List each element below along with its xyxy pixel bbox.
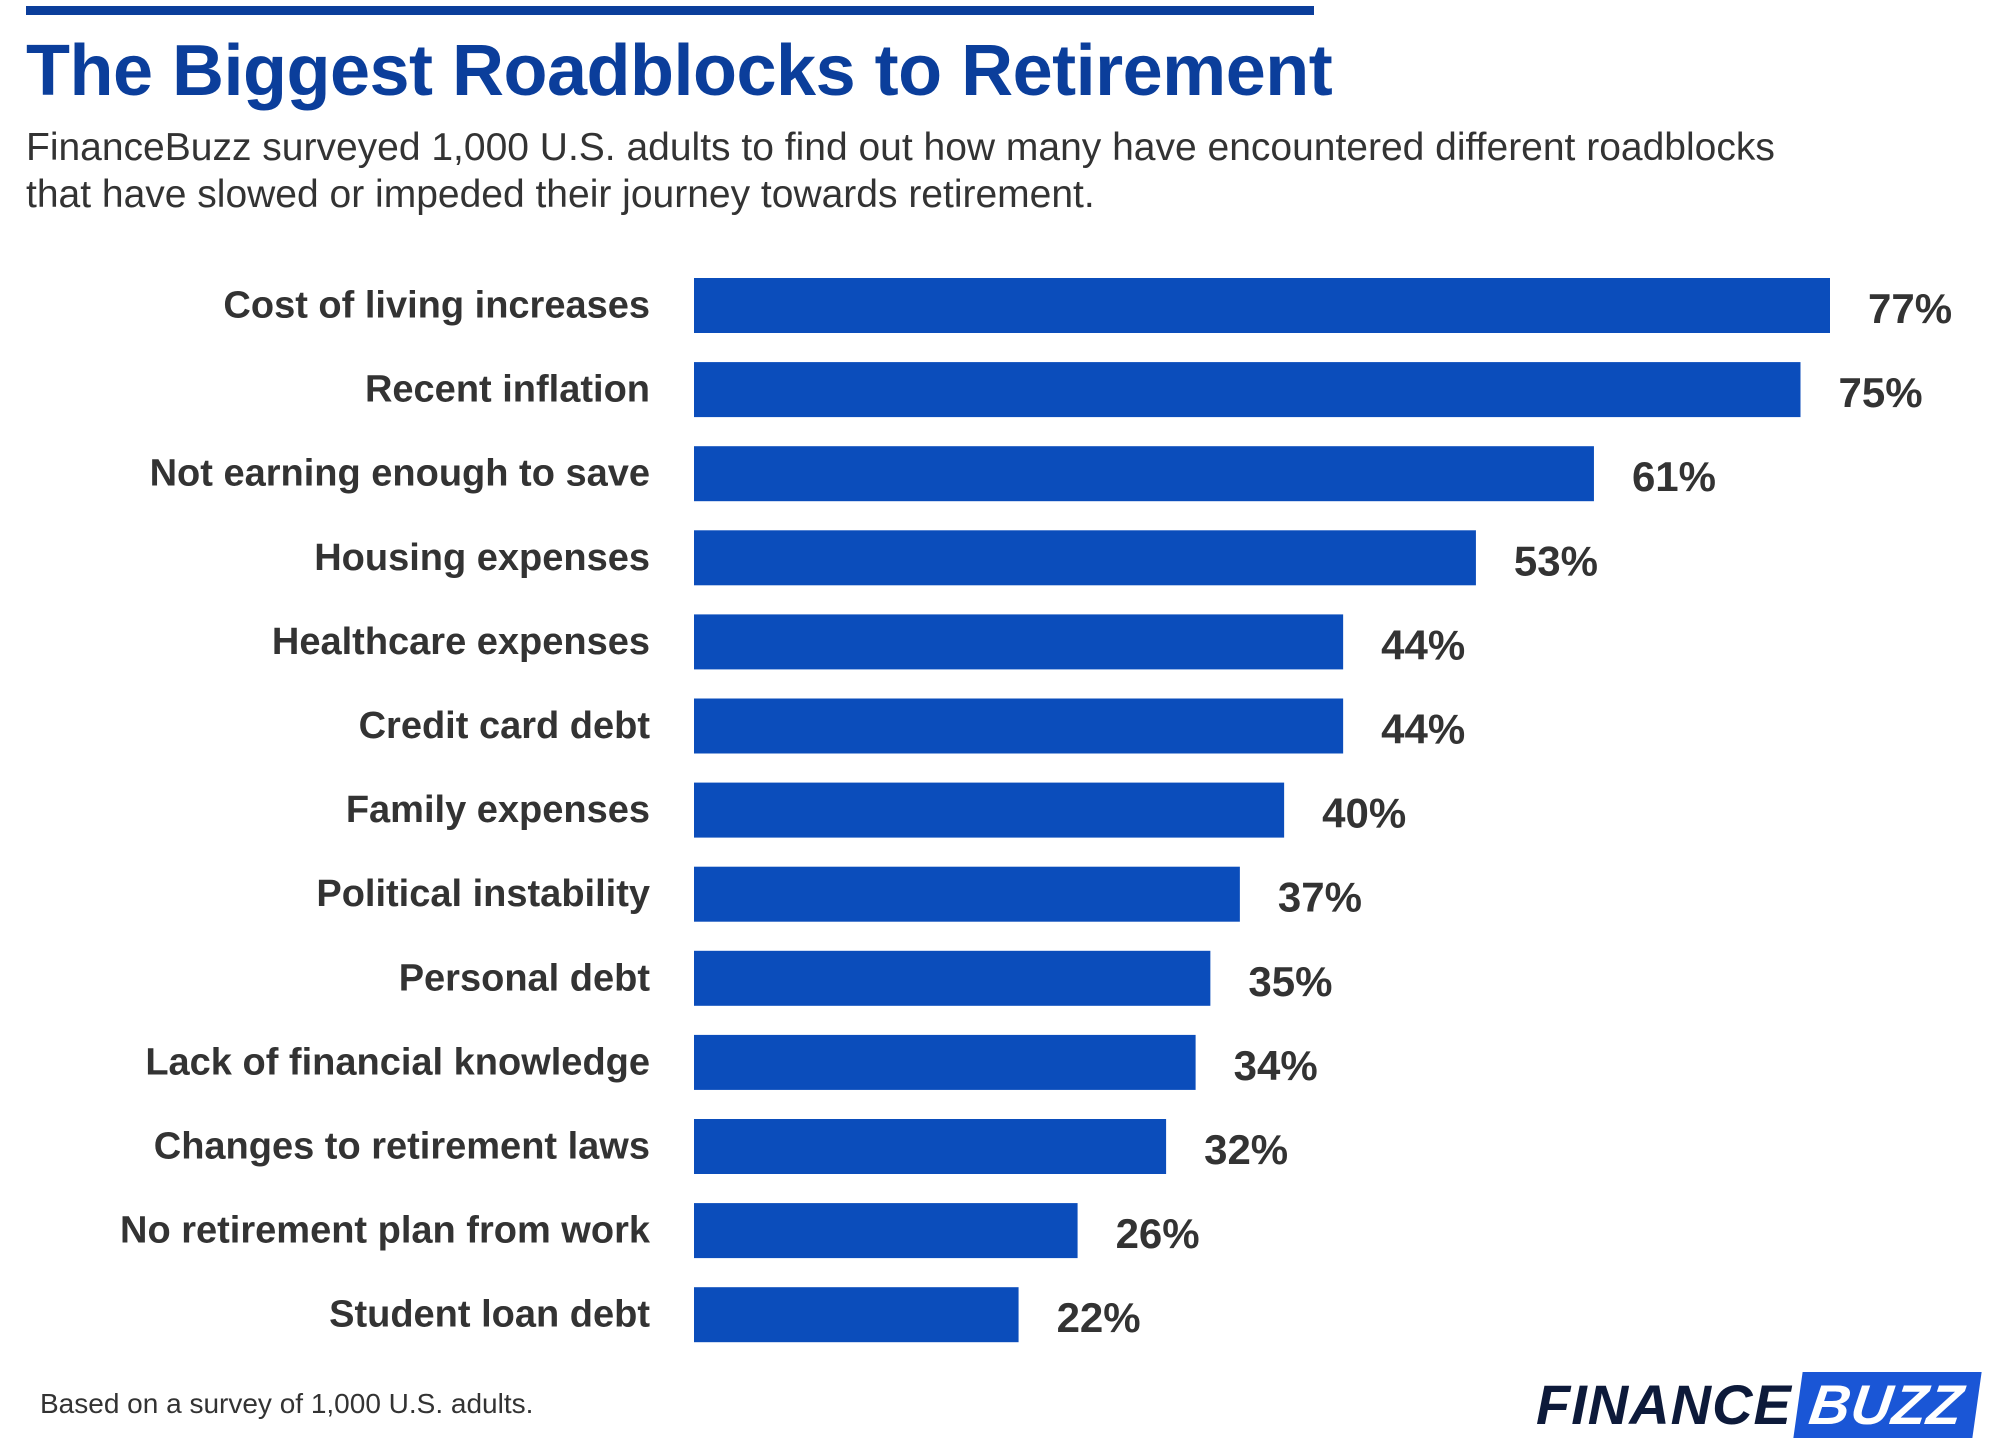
category-label: Personal debt xyxy=(399,957,651,999)
bar xyxy=(694,1203,1078,1259)
logo-finance-text: FINANCE xyxy=(1536,1373,1792,1436)
value-label: 44% xyxy=(1381,706,1465,753)
value-label: 44% xyxy=(1381,621,1465,668)
category-label: Family expenses xyxy=(346,789,650,831)
bar xyxy=(694,866,1240,922)
value-label: 75% xyxy=(1838,369,1922,416)
category-label: Housing expenses xyxy=(314,537,650,579)
bar-chart: Cost of living increases 77% Recent inflat… xyxy=(120,278,1952,1343)
value-label: 40% xyxy=(1322,790,1406,837)
value-label: 77% xyxy=(1868,285,1952,332)
bar xyxy=(694,950,1211,1006)
financebuzz-logo: FINANCE BUZZ xyxy=(1536,1370,1982,1440)
value-label: 35% xyxy=(1248,958,1332,1005)
subtitle-line-2: that have slowed or impeded their journe… xyxy=(26,173,1095,216)
category-label: No retirement plan from work xyxy=(120,1210,651,1252)
bar xyxy=(694,614,1344,670)
bar xyxy=(694,362,1801,418)
bar xyxy=(694,446,1594,502)
bar xyxy=(694,1119,1167,1174)
bar xyxy=(694,1034,1196,1090)
value-label: 34% xyxy=(1234,1042,1318,1089)
category-label: Political instability xyxy=(316,873,650,915)
bar xyxy=(694,530,1476,586)
title-accent-bar xyxy=(26,6,1314,15)
value-label: 53% xyxy=(1514,537,1598,584)
category-label: Lack of financial knowledge xyxy=(145,1041,650,1083)
chart-subtitle: FinanceBuzz surveyed 1,000 U.S. adults t… xyxy=(26,124,1976,218)
category-label: Changes to retirement laws xyxy=(154,1126,650,1168)
value-label: 32% xyxy=(1204,1126,1288,1173)
logo-buzz-text: BUZZ xyxy=(1793,1372,1982,1438)
subtitle-line-1: FinanceBuzz surveyed 1,000 U.S. adults t… xyxy=(26,126,1775,169)
survey-footnote: Based on a survey of 1,000 U.S. adults. xyxy=(40,1388,534,1419)
bar xyxy=(694,278,1830,333)
bar xyxy=(694,698,1344,754)
value-label: 61% xyxy=(1632,453,1716,500)
category-label: Healthcare expenses xyxy=(272,621,650,663)
value-label: 26% xyxy=(1116,1210,1200,1257)
category-label: Not earning enough to save xyxy=(150,453,650,495)
bar xyxy=(694,1287,1019,1343)
category-label: Cost of living increases xyxy=(223,285,650,327)
value-label: 22% xyxy=(1057,1294,1141,1341)
bar xyxy=(694,782,1285,838)
category-label: Recent inflation xyxy=(365,369,650,411)
value-label: 37% xyxy=(1278,874,1362,921)
chart-title: The Biggest Roadblocks to Retirement xyxy=(26,31,1333,111)
category-label: Credit card debt xyxy=(359,705,651,747)
category-label: Student loan debt xyxy=(329,1294,650,1336)
